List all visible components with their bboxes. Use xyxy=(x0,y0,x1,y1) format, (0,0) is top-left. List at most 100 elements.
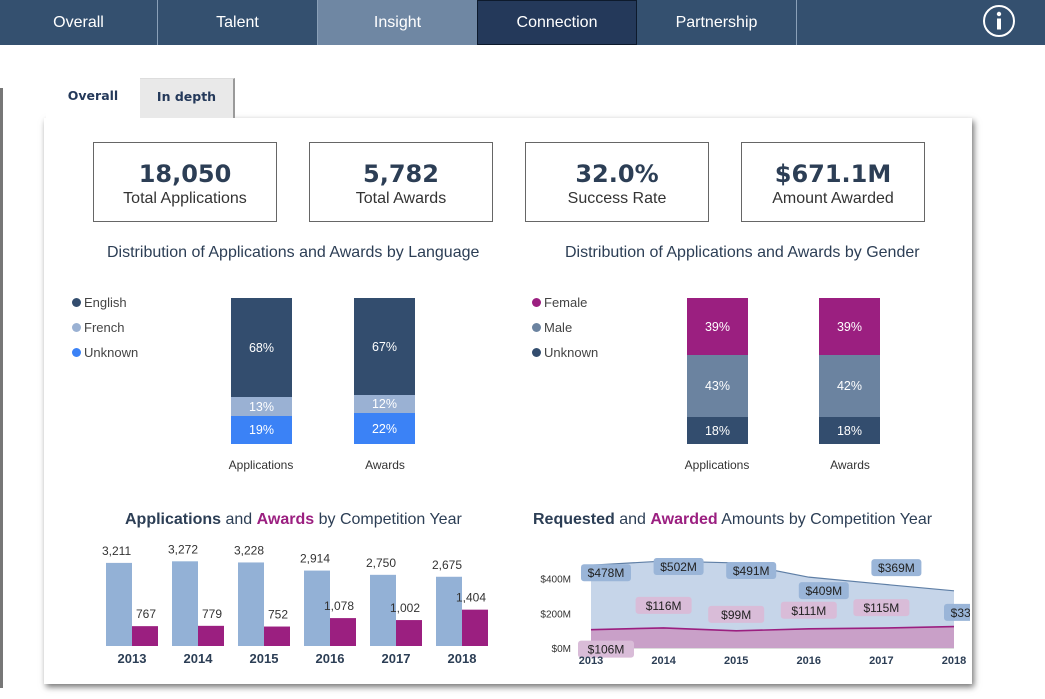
x-tick-label: 2014 xyxy=(651,655,676,667)
awards-bar xyxy=(132,626,158,646)
gender-bar-awards-male[interactable]: 42% xyxy=(819,355,880,417)
legend-male[interactable]: Male xyxy=(532,320,572,335)
legend-unknown[interactable]: Unknown xyxy=(72,345,138,360)
awarded-data-label: $106M xyxy=(588,643,625,657)
kpi-success-rate: 32.0% Success Rate xyxy=(525,142,709,222)
awards-data-label: 752 xyxy=(268,608,288,622)
awards-bar xyxy=(264,626,290,646)
gender-bar-awards-unknown[interactable]: 18% xyxy=(819,417,880,444)
applications-data-label: 3,228 xyxy=(234,545,264,557)
applications-data-label: 3,211 xyxy=(102,545,131,558)
awarded-label-box xyxy=(780,601,837,619)
nav-tab-overall[interactable]: Overall xyxy=(0,0,157,45)
info-button[interactable] xyxy=(983,5,1015,37)
legend-label: Female xyxy=(544,295,588,310)
kpi-total-applications: 18,050 Total Applications xyxy=(93,142,277,222)
legend-french[interactable]: French xyxy=(72,320,124,335)
legend-gender-unknown[interactable]: Unknown xyxy=(532,345,598,360)
x-tick-label: 2014 xyxy=(184,651,214,666)
legend-dot-icon xyxy=(532,348,541,357)
title-applications: Applications xyxy=(125,511,222,528)
legend-label: English xyxy=(84,295,127,310)
applications-bar xyxy=(436,576,462,646)
legend-female[interactable]: Female xyxy=(532,295,587,310)
title-awards: Awards xyxy=(256,511,315,528)
language-bar-applications-unknown[interactable]: 19% xyxy=(231,416,292,444)
language-bar-awards-french[interactable]: 12% xyxy=(354,395,415,413)
awards-bar xyxy=(396,620,422,646)
top-navigation-bar: Overall Talent Insight Connection Partne… xyxy=(0,0,1045,45)
kpi-label: Amount Awarded xyxy=(772,190,894,207)
segment-label: 42% xyxy=(836,379,863,393)
awards-data-label: 779 xyxy=(202,607,222,621)
kpi-label: Success Rate xyxy=(567,190,667,207)
subtab-label: In depth xyxy=(156,89,217,104)
segment-label: 39% xyxy=(836,319,863,334)
awards-data-label: 1,404 xyxy=(456,591,486,605)
kpi-value: 5,782 xyxy=(363,160,439,188)
subtab-overall[interactable]: Overall xyxy=(46,78,140,118)
legend-label: Unknown xyxy=(84,345,139,360)
legend-label: Unknown xyxy=(544,345,599,360)
kpi-total-awards: 5,782 Total Awards xyxy=(309,142,493,222)
gender-bar-applications-unknown[interactable]: 18% xyxy=(687,417,748,444)
gender-bar-applications-female[interactable]: 39% xyxy=(687,298,748,355)
awards-data-label: 1,078 xyxy=(324,599,354,613)
requested-data-label: $409M xyxy=(805,584,842,598)
awarded-label-box xyxy=(853,599,910,617)
language-bar-awards-english[interactable]: 67% xyxy=(354,298,415,395)
kpi-amount-awarded: $671.1M Amount Awarded xyxy=(741,142,925,222)
subtab-in-depth[interactable]: In depth xyxy=(140,78,235,118)
kpi-label: Total Awards xyxy=(355,190,447,207)
applications-data-label: 2,750 xyxy=(366,556,396,570)
applications-data-label: 2,675 xyxy=(432,558,462,572)
awarded-label-box xyxy=(708,605,765,623)
nav-tab-label: Overall xyxy=(53,13,104,31)
nav-tab-connection[interactable]: Connection xyxy=(477,0,637,45)
amounts-area-chart: $0M $200M $400M $478M $502M $491M $409M $369M $3… xyxy=(540,558,970,667)
gender-bar-applications-male[interactable]: 43% xyxy=(687,355,748,417)
requested-data-label: $491M xyxy=(733,564,770,578)
amounts-chart-title: Requested and Awarded Amounts by Competi… xyxy=(533,511,932,529)
x-tick-label: 2018 xyxy=(448,651,477,666)
kpi-value: $671.1M xyxy=(774,160,892,188)
title-and: and xyxy=(619,511,646,528)
requested-label-box xyxy=(581,564,631,582)
language-bar-applications-french[interactable]: 13% xyxy=(231,397,292,416)
requested-label-box xyxy=(726,561,777,579)
x-tick-label: 2015 xyxy=(250,651,279,666)
x-tick-label: 2013 xyxy=(579,655,603,667)
gender-bar-awards-female[interactable]: 39% xyxy=(819,298,880,355)
title-and: and xyxy=(225,511,253,528)
x-tick-label: 2016 xyxy=(797,655,821,667)
awards-data-label: 767 xyxy=(136,607,156,621)
applications-data-label: 3,272 xyxy=(168,545,198,556)
segment-label: 12% xyxy=(371,397,398,411)
segment-label: 19% xyxy=(248,423,275,437)
x-tick-label: 2017 xyxy=(869,655,893,667)
language-bar-awards-unknown[interactable]: 22% xyxy=(354,413,415,444)
requested-label-box xyxy=(798,582,849,600)
nav-tab-partnership[interactable]: Partnership xyxy=(637,0,797,45)
legend-dot-icon xyxy=(72,298,81,307)
legend-dot-icon xyxy=(532,298,541,307)
applications-bar xyxy=(172,561,198,646)
subtab-label: Overall xyxy=(67,88,119,103)
legend-english[interactable]: English xyxy=(72,295,127,310)
kpi-value: 32.0% xyxy=(575,160,659,188)
apps-awards-chart-title: Applications and Awards by Competition Y… xyxy=(125,511,462,529)
title-rest: Amounts by Competition Year xyxy=(721,511,933,528)
gender-category-awards: Awards xyxy=(830,458,870,472)
requested-data-label: $478M xyxy=(588,566,625,580)
title-requested: Requested xyxy=(533,511,615,528)
applications-bar xyxy=(106,562,132,646)
nav-tab-talent[interactable]: Talent xyxy=(157,0,317,45)
nav-tab-insight[interactable]: Insight xyxy=(317,0,477,45)
y-tick-label: $400M xyxy=(540,575,571,586)
awarded-data-label: $99M xyxy=(721,608,751,622)
apps-awards-bar-chart: 3,211 767 2013 3,272 779 2014 3,228 752 2015 2,91… xyxy=(102,545,488,666)
awarded-data-label: $115M xyxy=(863,601,899,615)
requested-data-label: $369M xyxy=(878,561,915,575)
x-tick-label: 2018 xyxy=(942,655,966,667)
language-bar-applications-english[interactable]: 68% xyxy=(231,298,292,397)
